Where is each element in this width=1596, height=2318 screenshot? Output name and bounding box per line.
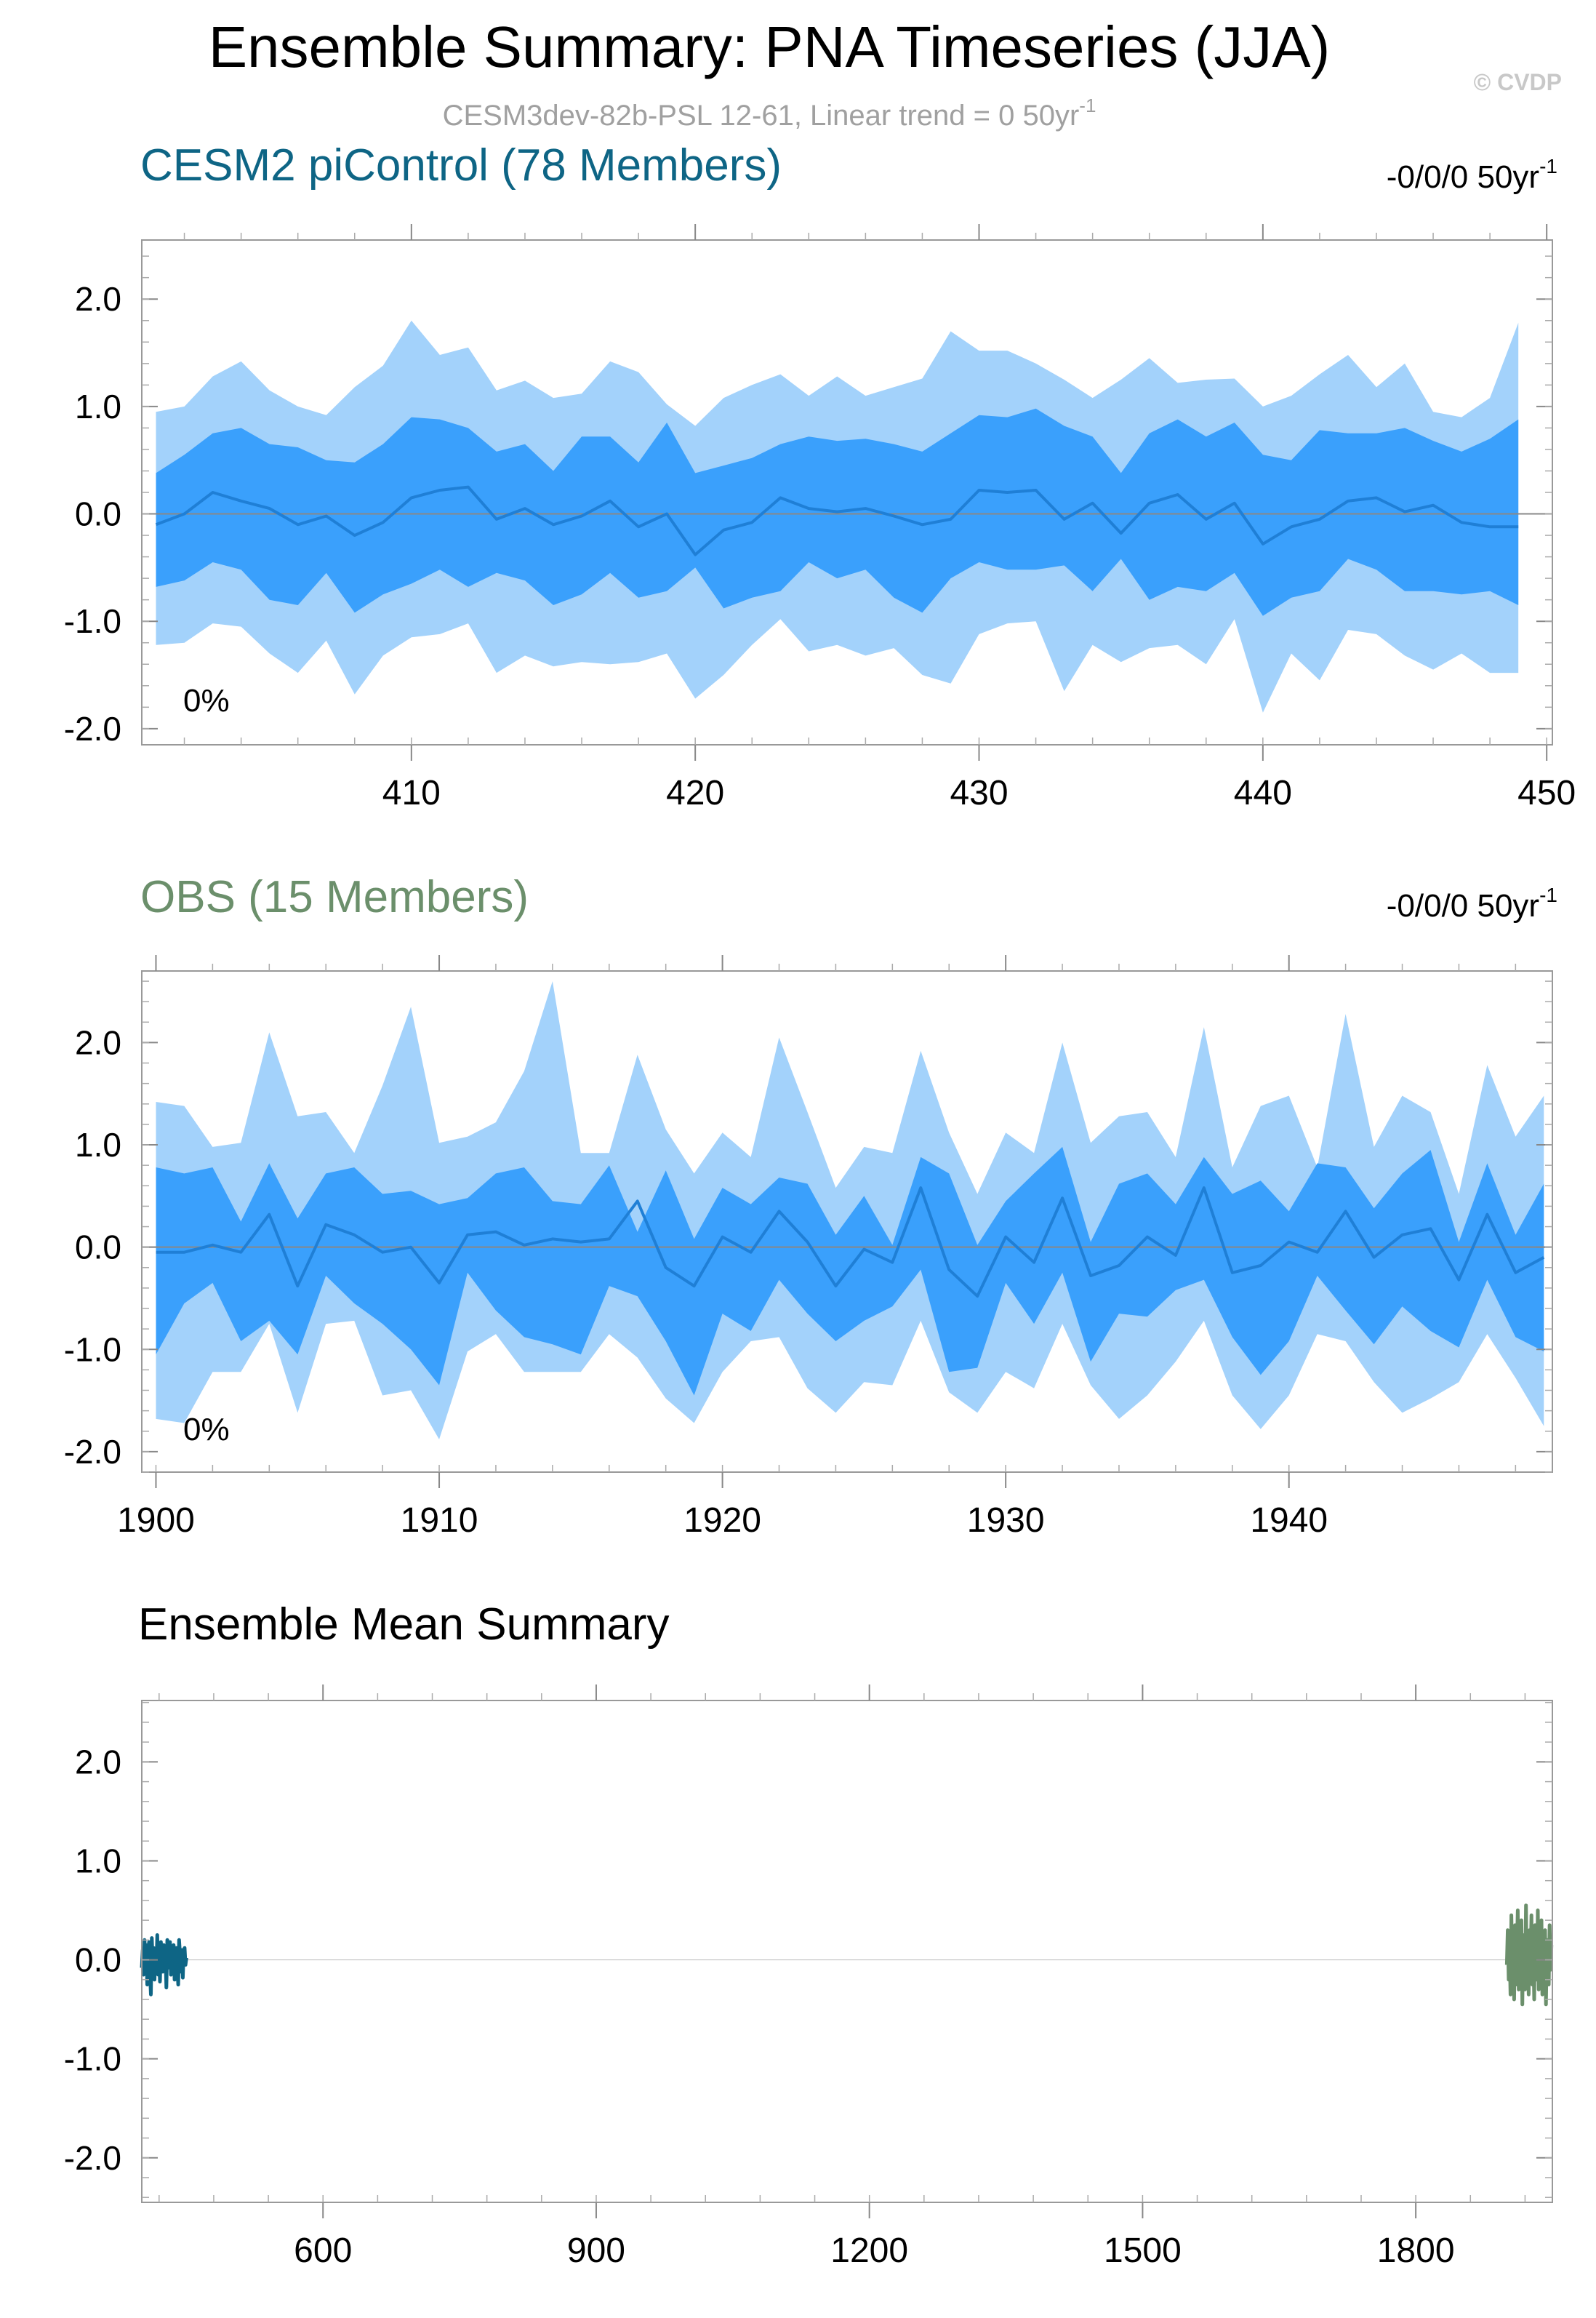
trend-sup: -1: [1539, 155, 1557, 177]
x-tick-label: 450: [1517, 774, 1576, 812]
percent-label: 0%: [183, 683, 230, 719]
y-tick-label: 0.0: [75, 1941, 121, 1979]
obs-panel: OBS (15 Members) -0/0/0 50yr-1 0% 2.0 1.0…: [64, 872, 1557, 1540]
y-tick-label: 2.0: [75, 280, 121, 318]
plot-frame: [141, 970, 1553, 1473]
figure-subtitle-text: CESM3dev-82b-PSL 12-61, Linear trend = 0…: [443, 100, 1080, 132]
ensemble-mean-panel: Ensemble Mean Summary 2.0 1.0 0.0 -1.0 -2.0 6…: [64, 1599, 1554, 2270]
x-tick-label: 420: [666, 774, 724, 812]
x-tick-label: 900: [567, 2231, 625, 2270]
y-tick-label: 0.0: [75, 495, 121, 533]
figure-subtitle: CESM3dev-82b-PSL 12-61, Linear trend = 0…: [443, 95, 1096, 132]
x-tick-label: 1930: [967, 1501, 1045, 1540]
x-tick-label: 1800: [1377, 2231, 1455, 2270]
panel-title: CESM2 piControl (78 Members): [140, 140, 782, 191]
x-tick-label: 1200: [830, 2231, 908, 2270]
cesm2-mean-line: [140, 1933, 188, 1997]
figure-subtitle-sup: -1: [1079, 95, 1096, 116]
plot-frame: [141, 1700, 1553, 2203]
x-tick-label: 410: [382, 774, 441, 812]
y-tick-label: 1.0: [75, 1842, 121, 1879]
trend-sup: -1: [1539, 884, 1557, 906]
y-tick-label: 2.0: [75, 1023, 121, 1061]
y-tick-label: 2.0: [75, 1743, 121, 1781]
trend-text: -0/0/0 50yr: [1387, 888, 1539, 924]
panel-title: OBS (15 Members): [140, 872, 529, 922]
obs-mean-line: [1504, 1903, 1554, 2007]
trend-text: -0/0/0 50yr: [1387, 159, 1539, 195]
x-tick-label: 1500: [1104, 2231, 1182, 2270]
x-tick-label: 1900: [117, 1501, 195, 1540]
y-tick-label: -1.0: [64, 2040, 121, 2078]
trend-label: -0/0/0 50yr-1: [1387, 155, 1557, 195]
x-tick-label: 430: [950, 774, 1008, 812]
inner-band-p16-p84: [156, 1146, 1544, 1396]
x-tick-label: 1910: [401, 1501, 478, 1540]
cesm2-picontrol-panel: CESM2 piControl (78 Members) -0/0/0 50yr…: [64, 140, 1576, 812]
y-tick-label: -2.0: [64, 1433, 121, 1471]
x-tick-label: 1920: [683, 1501, 761, 1540]
y-tick-label: -1.0: [64, 1330, 121, 1368]
trend-label: -0/0/0 50yr-1: [1387, 884, 1557, 924]
ensemble-mean-line: [155, 485, 1519, 556]
x-tick-label: 440: [1234, 774, 1292, 812]
x-tick-label: 1940: [1250, 1501, 1328, 1540]
x-tick-label: 600: [294, 2231, 352, 2270]
y-tick-label: -2.0: [64, 2139, 121, 2177]
panel-title: Ensemble Mean Summary: [138, 1599, 670, 1650]
y-tick-label: 1.0: [75, 1126, 121, 1164]
percent-label: 0%: [183, 1412, 230, 1447]
y-tick-label: -2.0: [64, 710, 121, 748]
y-tick-label: -1.0: [64, 602, 121, 640]
outer-band-min-max: [156, 981, 1544, 1439]
y-tick-label: 0.0: [75, 1228, 121, 1266]
figure-title: Ensemble Summary: PNA Timeseries (JJA): [209, 15, 1331, 79]
ensemble-mean-line: [156, 1186, 1545, 1298]
y-tick-label: 1.0: [75, 388, 121, 425]
copyright-label: © CVDP: [1474, 69, 1562, 95]
